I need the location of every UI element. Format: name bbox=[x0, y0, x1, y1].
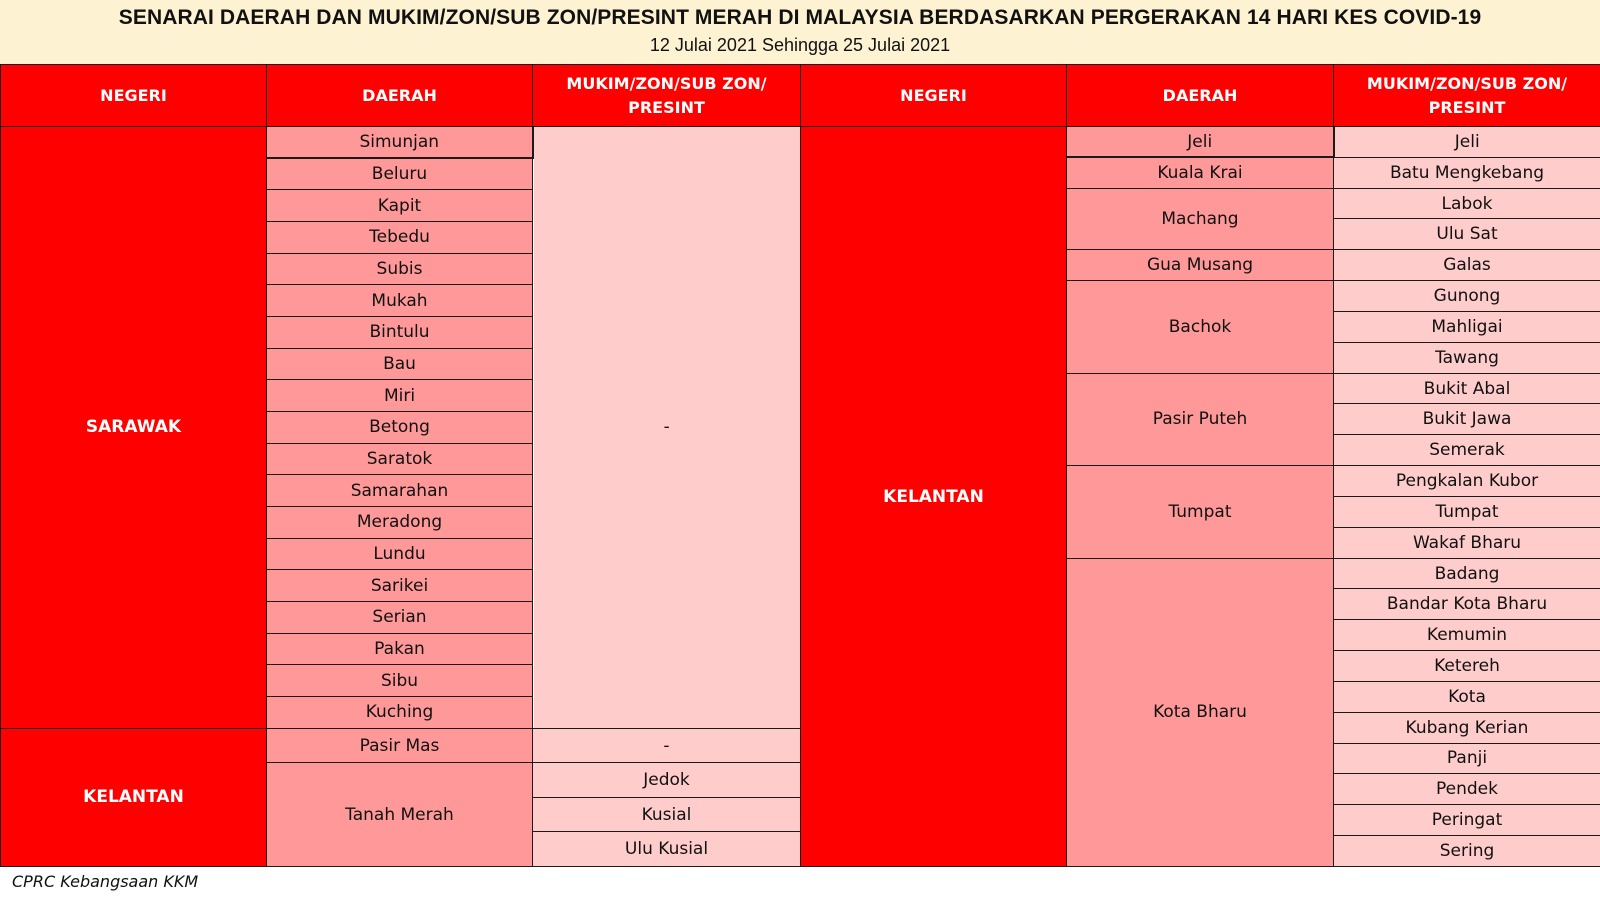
mukim-cell: Bandar Kota Bharu bbox=[1333, 588, 1600, 621]
mukim-cell: Bukit Abal bbox=[1333, 372, 1600, 405]
daerah-cell: Jeli bbox=[1066, 126, 1335, 159]
source-credit: CPRC Kebangsaan KKM bbox=[12, 872, 199, 891]
mukim-cell: - bbox=[532, 126, 801, 729]
mukim-cell: Tawang bbox=[1333, 341, 1600, 374]
mukim-cell: Ulu Kusial bbox=[532, 831, 801, 867]
mukim-cell: Panji bbox=[1333, 742, 1600, 775]
daerah-cell: Bachok bbox=[1066, 280, 1334, 374]
daerah-cell: Tanah Merah bbox=[266, 762, 533, 867]
daerah-cell: Gua Musang bbox=[1066, 249, 1334, 282]
mukim-cell: Kota bbox=[1333, 680, 1600, 713]
date-range: 12 Julai 2021 Sehingga 25 Julai 2021 bbox=[649, 35, 951, 55]
left-table: NEGERI DAERAH MUKIM/ZON/SUB ZON/ PRESINT… bbox=[0, 64, 801, 868]
mukim-cell: Ketereh bbox=[1333, 650, 1600, 682]
daerah-cell: Pasir Mas bbox=[266, 727, 533, 764]
daerah-cell: Serian bbox=[266, 601, 533, 634]
page-title: SENARAI DAERAH DAN MUKIM/ZON/SUB ZON/PRE… bbox=[118, 6, 1482, 29]
daerah-cell: Kota Bharu bbox=[1066, 557, 1334, 868]
daerah-cell: Saratok bbox=[266, 442, 533, 476]
mukim-cell: Tumpat bbox=[1333, 495, 1600, 528]
daerah-cell: Machang bbox=[1066, 187, 1334, 251]
daerah-cell: Lundu bbox=[266, 537, 533, 571]
mukim-cell: Pendek bbox=[1333, 773, 1600, 806]
daerah-cell: Mukah bbox=[266, 284, 533, 318]
negeri-cell-kelantan: KELANTAN bbox=[0, 727, 267, 868]
daerah-cell: Tebedu bbox=[266, 221, 533, 254]
mukim-cell: Kemumin bbox=[1333, 619, 1600, 652]
mukim-cell: Jeli bbox=[1333, 126, 1600, 158]
daerah-cell: Subis bbox=[266, 252, 533, 286]
mukim-cell: Ulu Sat bbox=[1333, 218, 1600, 251]
mukim-cell: Badang bbox=[1333, 557, 1600, 590]
daerah-cell: Kuala Krai bbox=[1066, 156, 1334, 189]
mukim-cell: Wakaf Bharu bbox=[1333, 526, 1600, 559]
daerah-cell: Pakan bbox=[266, 632, 533, 666]
header-daerah: DAERAH bbox=[1066, 64, 1334, 127]
daerah-cell: Pasir Puteh bbox=[1066, 372, 1334, 467]
daerah-cell: Sarikei bbox=[266, 569, 533, 603]
daerah-cell: Samarahan bbox=[266, 474, 533, 508]
header-negeri: NEGERI bbox=[800, 64, 1067, 127]
daerah-cell: Betong bbox=[266, 411, 533, 444]
mukim-cell: Jedok bbox=[532, 762, 801, 798]
negeri-cell-kelantan: KELANTAN bbox=[800, 126, 1067, 867]
mukim-cell: Sering bbox=[1333, 835, 1600, 867]
mukim-cell: Peringat bbox=[1333, 804, 1600, 837]
mukim-cell: Mahligai bbox=[1333, 310, 1600, 343]
mukim-cell: Batu Mengkebang bbox=[1333, 156, 1600, 189]
daerah-cell: Bintulu bbox=[266, 316, 533, 349]
mukim-cell: Galas bbox=[1333, 249, 1600, 282]
header-daerah: DAERAH bbox=[266, 64, 533, 127]
daerah-cell: Kuching bbox=[266, 696, 533, 729]
header-mukim: MUKIM/ZON/SUB ZON/ PRESINT bbox=[1333, 64, 1600, 127]
daerah-cell: Simunjan bbox=[266, 126, 534, 160]
daerah-cell: Kapit bbox=[266, 189, 533, 223]
header-mukim: MUKIM/ZON/SUB ZON/ PRESINT bbox=[532, 64, 801, 127]
daerah-cell: Miri bbox=[266, 379, 533, 413]
mukim-cell: Labok bbox=[1333, 187, 1600, 220]
daerah-cell: Bau bbox=[266, 347, 533, 381]
daerah-cell: Tumpat bbox=[1066, 465, 1334, 559]
daerah-cell: Sibu bbox=[266, 664, 533, 698]
mukim-cell: Bukit Jawa bbox=[1333, 403, 1600, 436]
mukim-cell: Kusial bbox=[532, 796, 801, 833]
title-banner: SENARAI DAERAH DAN MUKIM/ZON/SUB ZON/PRE… bbox=[0, 0, 1600, 64]
mukim-cell: Pengkalan Kubor bbox=[1333, 465, 1600, 497]
daerah-cell: Meradong bbox=[266, 506, 533, 539]
negeri-cell-sarawak: SARAWAK bbox=[0, 126, 267, 729]
mukim-cell: Semerak bbox=[1333, 434, 1600, 467]
mukim-cell: - bbox=[532, 727, 801, 764]
daerah-cell: Beluru bbox=[266, 157, 533, 191]
mukim-cell: Gunong bbox=[1333, 280, 1600, 312]
header-negeri: NEGERI bbox=[0, 64, 267, 127]
mukim-cell: Kubang Kerian bbox=[1333, 711, 1600, 744]
right-table: NEGERI DAERAH MUKIM/ZON/SUB ZON/ PRESINT… bbox=[800, 64, 1600, 868]
